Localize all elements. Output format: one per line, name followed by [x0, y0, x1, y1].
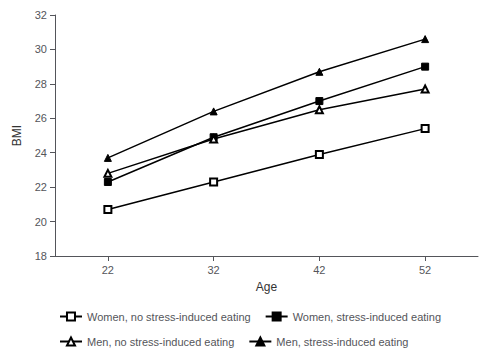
svg-text:20: 20	[35, 216, 47, 228]
svg-text:Men, stress-induced eating: Men, stress-induced eating	[276, 336, 408, 348]
svg-text:Age: Age	[256, 280, 278, 294]
svg-text:42: 42	[313, 264, 325, 276]
svg-text:22: 22	[35, 181, 47, 193]
svg-text:Women, no stress-induced eatin: Women, no stress-induced eating	[87, 311, 251, 323]
svg-text:26: 26	[35, 112, 47, 124]
svg-text:52: 52	[419, 264, 431, 276]
svg-text:BMI: BMI	[10, 125, 24, 146]
svg-text:28: 28	[35, 78, 47, 90]
svg-text:18: 18	[35, 250, 47, 262]
svg-text:30: 30	[35, 43, 47, 55]
svg-text:32: 32	[35, 9, 47, 21]
svg-text:24: 24	[35, 147, 47, 159]
svg-text:Women, stress-induced eating: Women, stress-induced eating	[293, 311, 441, 323]
svg-text:Men, no stress-induced eating: Men, no stress-induced eating	[87, 336, 234, 348]
svg-text:22: 22	[102, 264, 114, 276]
svg-text:32: 32	[208, 264, 220, 276]
